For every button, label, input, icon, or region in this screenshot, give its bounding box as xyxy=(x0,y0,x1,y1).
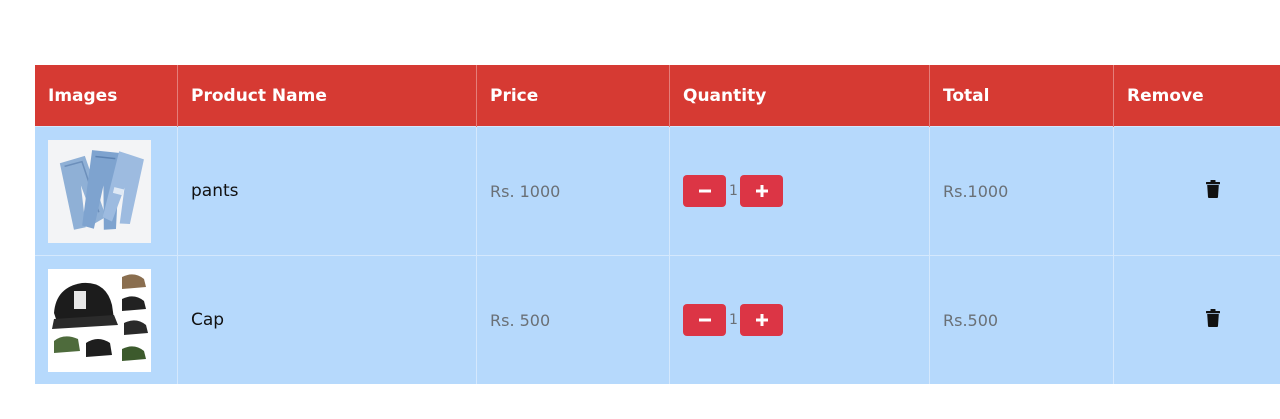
plus-icon xyxy=(755,314,768,326)
header-images: Images xyxy=(35,65,178,127)
product-name: Cap xyxy=(191,310,225,330)
remove-item-button[interactable] xyxy=(1205,309,1220,327)
quantity-value: 1 xyxy=(729,183,738,199)
product-name-cell: Cap xyxy=(177,255,477,384)
total-cell: Rs.1000 xyxy=(929,126,1114,256)
header-price: Price xyxy=(476,65,670,127)
header-row: Images Product Name Price Quantity Total… xyxy=(35,65,1280,127)
quantity-cell: 1 xyxy=(669,255,930,384)
quantity-value: 1 xyxy=(729,312,738,328)
total-cell: Rs.500 xyxy=(929,255,1114,384)
quantity-stepper: 1 xyxy=(683,175,929,207)
trash-icon xyxy=(1205,309,1220,327)
quantity-stepper: 1 xyxy=(683,304,929,336)
remove-cell xyxy=(1113,126,1280,256)
cap-photo xyxy=(48,268,151,372)
product-name-cell: pants xyxy=(177,126,477,256)
increase-quantity-button[interactable] xyxy=(740,304,783,336)
image-cell xyxy=(35,126,178,256)
decrease-quantity-button[interactable] xyxy=(683,175,726,207)
increase-quantity-button[interactable] xyxy=(740,175,783,207)
minus-icon xyxy=(698,189,711,193)
trash-icon xyxy=(1205,180,1220,198)
quantity-cell: 1 xyxy=(669,126,930,256)
remove-item-button[interactable] xyxy=(1205,180,1220,198)
header-product-name: Product Name xyxy=(177,65,477,127)
product-price: Rs. 500 xyxy=(490,310,551,330)
product-name: pants xyxy=(191,181,239,201)
cart-table: Images Product Name Price Quantity Total… xyxy=(35,65,1280,384)
row-total: Rs.1000 xyxy=(943,181,1009,201)
cart-table-head: Images Product Name Price Quantity Total… xyxy=(35,65,1280,127)
header-remove: Remove xyxy=(1113,65,1280,127)
pants-photo xyxy=(48,139,151,243)
price-cell: Rs. 1000 xyxy=(476,126,670,256)
price-cell: Rs. 500 xyxy=(476,255,670,384)
table-row: Cap Rs. 500 1 Rs.500 xyxy=(35,255,1280,384)
plus-icon xyxy=(755,185,768,197)
product-price: Rs. 1000 xyxy=(490,181,561,201)
table-row: pants Rs. 1000 1 Rs.1000 xyxy=(35,126,1280,256)
cart-table-body: pants Rs. 1000 1 Rs.1000 xyxy=(35,126,1280,384)
header-total: Total xyxy=(929,65,1114,127)
decrease-quantity-button[interactable] xyxy=(683,304,726,336)
image-cell xyxy=(35,255,178,384)
remove-cell xyxy=(1113,255,1280,384)
row-total: Rs.500 xyxy=(943,310,999,330)
minus-icon xyxy=(698,318,711,322)
header-quantity: Quantity xyxy=(669,65,930,127)
